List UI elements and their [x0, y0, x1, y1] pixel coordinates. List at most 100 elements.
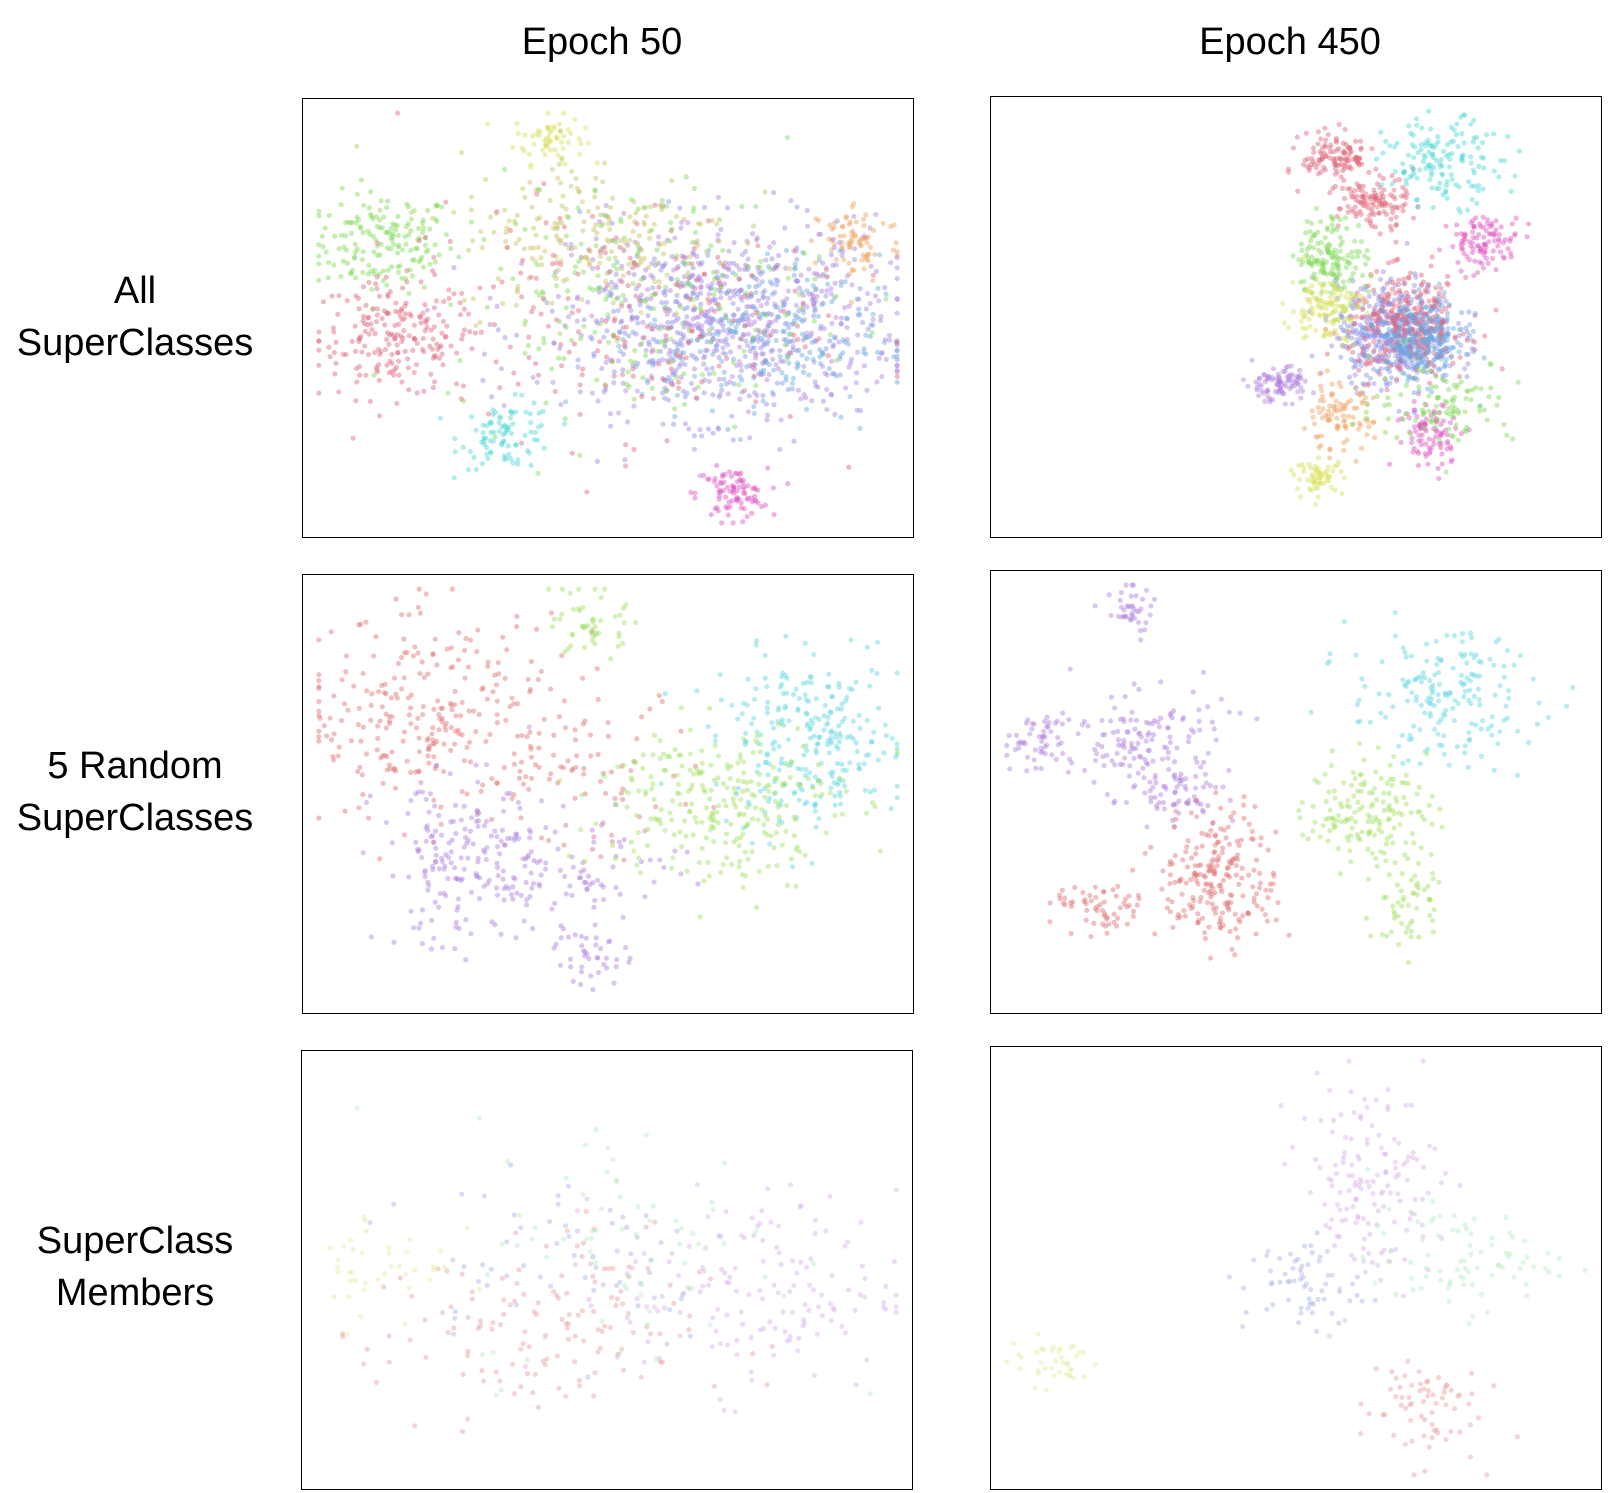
- scatter-point: [1262, 398, 1268, 405]
- scatter-point: [1404, 317, 1410, 324]
- scatter-point: [1343, 304, 1350, 310]
- scatter-point: [1389, 206, 1395, 212]
- scatter-point: [622, 330, 628, 336]
- scatter-point: [851, 213, 857, 220]
- scatter-point: [733, 496, 740, 502]
- scatter-point: [609, 220, 615, 226]
- scatter-point: [1412, 428, 1419, 435]
- scatter-point: [344, 297, 350, 304]
- scatter-point: [1337, 206, 1344, 212]
- scatter-point: [474, 808, 480, 814]
- scatter-point: [745, 313, 751, 319]
- scatter-point: [565, 758, 571, 764]
- scatter-point: [1414, 314, 1420, 320]
- scatter-point: [1373, 329, 1380, 335]
- scatter-point: [398, 333, 404, 339]
- scatter-point: [839, 244, 845, 250]
- scatter-point: [1415, 204, 1421, 210]
- scatter-point: [722, 471, 728, 477]
- scatter-point: [333, 360, 339, 366]
- scatter-point: [368, 321, 374, 327]
- scatter-point: [1367, 220, 1373, 226]
- scatter-point: [806, 291, 812, 297]
- scatter-point: [437, 344, 443, 350]
- scatter-point: [752, 366, 758, 372]
- scatter-point: [804, 304, 810, 310]
- scatter-point: [1433, 372, 1439, 378]
- scatter-point: [377, 252, 383, 258]
- scatter-point: [1429, 151, 1436, 157]
- scatter-point: [1317, 470, 1323, 476]
- scatter-point: [1276, 378, 1282, 384]
- scatter-point: [593, 243, 599, 249]
- scatter-point: [1332, 161, 1338, 167]
- scatter-point: [720, 247, 726, 254]
- scatter-point: [514, 701, 521, 707]
- scatter-point: [464, 744, 470, 751]
- scatter-point: [720, 273, 726, 279]
- scatter-point: [501, 765, 508, 771]
- scatter-point: [1397, 343, 1403, 350]
- scatter-point: [1403, 319, 1409, 325]
- scatter-point: [1375, 314, 1381, 320]
- scatter-point: [1394, 315, 1400, 321]
- scatter-point: [1392, 348, 1398, 354]
- scatter-point: [882, 284, 888, 291]
- scatter-point: [526, 151, 532, 157]
- scatter-point: [563, 324, 569, 331]
- scatter-point: [1397, 363, 1403, 370]
- scatter-point: [1429, 369, 1435, 375]
- scatter-point: [1381, 208, 1387, 215]
- scatter-point: [695, 242, 701, 248]
- scatter-point: [815, 217, 822, 223]
- scatter-point: [761, 359, 767, 365]
- scatter-point: [1346, 145, 1353, 151]
- scatter-point: [1424, 323, 1430, 329]
- scatter-point: [316, 738, 322, 744]
- scatter-point: [1439, 324, 1445, 331]
- scatter-point: [753, 498, 759, 504]
- scatter-point: [721, 376, 727, 382]
- scatter-point: [1425, 341, 1431, 347]
- scatter-point: [351, 683, 357, 689]
- scatter-point: [712, 475, 718, 482]
- scatter-point: [418, 320, 424, 326]
- scatter-point: [1463, 351, 1470, 357]
- scatter-point: [1368, 321, 1375, 327]
- scatter-point: [581, 317, 587, 323]
- scatter-point: [614, 266, 620, 272]
- scatter-point: [1381, 187, 1387, 193]
- scatter-point: [429, 833, 436, 839]
- scatter-point: [420, 703, 426, 710]
- scatter-point: [1368, 271, 1374, 277]
- scatter-point: [1406, 364, 1413, 371]
- scatter-point: [1270, 366, 1277, 372]
- scatter-point: [846, 243, 853, 250]
- scatter-point: [1384, 339, 1391, 345]
- scatter-point: [326, 212, 333, 219]
- scatter-point: [1420, 337, 1426, 343]
- scatter-point: [1272, 389, 1279, 395]
- scatter-point: [1337, 336, 1343, 342]
- scatter-point: [1360, 194, 1366, 200]
- scatter-point: [552, 829, 558, 835]
- scatter-point: [1407, 174, 1413, 180]
- scatter-point: [1422, 330, 1428, 336]
- scatter-point: [692, 763, 699, 769]
- scatter-point: [1349, 421, 1355, 427]
- scatter-point: [555, 175, 561, 181]
- scatter-point: [811, 300, 817, 307]
- scatter-point: [562, 725, 569, 731]
- scatter-point: [1386, 347, 1392, 354]
- scatter-point: [454, 350, 460, 356]
- scatter-point: [769, 281, 775, 287]
- scatter-point: [1433, 428, 1439, 434]
- scatter-point: [791, 272, 797, 278]
- scatter-point: [626, 303, 632, 310]
- scatter-point: [352, 348, 359, 354]
- scatter-point: [749, 498, 755, 505]
- scatter-point: [385, 294, 391, 300]
- scatter-point: [691, 373, 698, 379]
- scatter-point: [617, 244, 623, 250]
- scatter-point: [1309, 234, 1315, 240]
